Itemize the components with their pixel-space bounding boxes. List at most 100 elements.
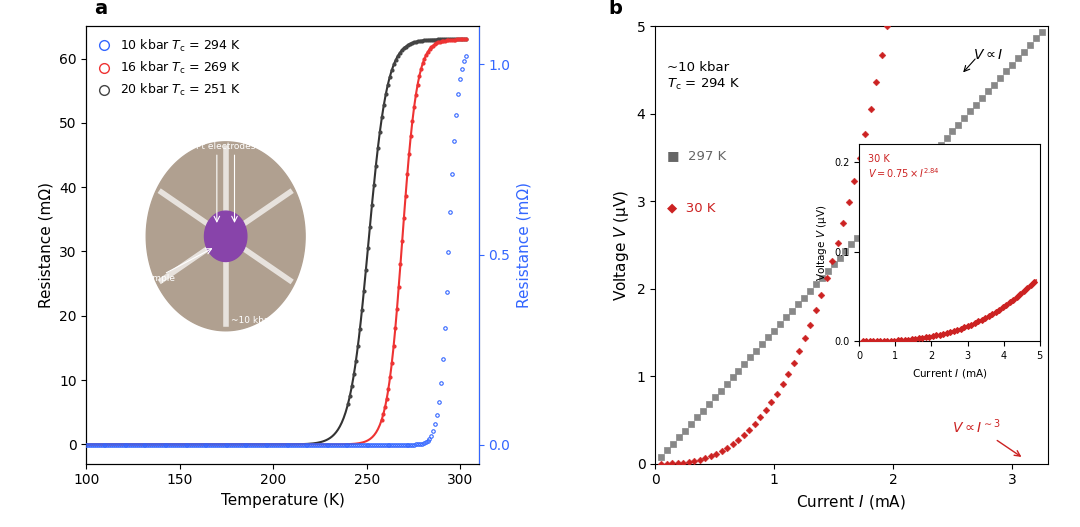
Point bbox=[409, 80, 427, 89]
Point bbox=[455, 35, 472, 43]
Point bbox=[401, 150, 418, 159]
Text: $V \propto I$: $V \propto I$ bbox=[973, 48, 1004, 62]
Point bbox=[712, 386, 729, 395]
Point bbox=[437, 35, 455, 44]
Point bbox=[663, 460, 680, 468]
Point bbox=[896, 180, 914, 189]
Point bbox=[410, 72, 428, 80]
Point bbox=[683, 419, 700, 428]
Point bbox=[795, 294, 812, 302]
Point bbox=[658, 460, 675, 468]
Point bbox=[365, 181, 382, 189]
Point bbox=[861, 220, 878, 229]
Point bbox=[435, 35, 453, 44]
Point bbox=[397, 191, 415, 200]
Point bbox=[375, 101, 392, 109]
Point bbox=[428, 39, 445, 47]
Point bbox=[395, 214, 413, 222]
Point bbox=[389, 304, 406, 313]
Point bbox=[427, 40, 444, 48]
Point bbox=[400, 41, 417, 50]
Point bbox=[436, 36, 454, 45]
Point bbox=[404, 116, 421, 125]
Point bbox=[433, 35, 450, 44]
Point bbox=[403, 39, 420, 47]
Point bbox=[849, 233, 866, 242]
Point bbox=[375, 410, 392, 418]
Point bbox=[835, 219, 852, 227]
Point bbox=[414, 59, 431, 67]
Point bbox=[443, 35, 460, 44]
Point bbox=[759, 333, 777, 341]
Point bbox=[652, 460, 670, 468]
Point bbox=[456, 35, 473, 44]
Point bbox=[686, 457, 703, 465]
Point bbox=[395, 44, 413, 53]
Point bbox=[390, 283, 407, 291]
Y-axis label: Resistance (mΩ): Resistance (mΩ) bbox=[516, 182, 531, 308]
Text: ■  297 K: ■ 297 K bbox=[667, 149, 726, 162]
Point bbox=[813, 274, 831, 282]
Point bbox=[735, 431, 753, 440]
Point bbox=[453, 35, 470, 43]
Point bbox=[762, 398, 780, 406]
Point bbox=[449, 35, 467, 43]
Point bbox=[707, 450, 725, 458]
Point bbox=[1003, 61, 1021, 69]
Point bbox=[374, 113, 391, 122]
Point bbox=[652, 453, 670, 461]
Point bbox=[343, 382, 361, 390]
Point bbox=[419, 47, 436, 56]
Point bbox=[422, 43, 440, 52]
Point bbox=[417, 36, 434, 44]
Point bbox=[419, 36, 436, 44]
Point bbox=[741, 426, 758, 434]
Point bbox=[680, 458, 698, 466]
Point bbox=[856, 130, 874, 138]
Point bbox=[1027, 34, 1044, 43]
Point bbox=[339, 400, 356, 408]
Point bbox=[435, 36, 453, 45]
Y-axis label: Voltage $V$ (μV): Voltage $V$ (μV) bbox=[612, 190, 631, 300]
Point bbox=[457, 35, 474, 44]
Point bbox=[379, 80, 396, 89]
Point bbox=[383, 66, 401, 74]
Point bbox=[447, 35, 464, 43]
Point bbox=[885, 193, 902, 202]
Point bbox=[416, 54, 433, 63]
Point bbox=[791, 347, 808, 355]
Point bbox=[409, 37, 427, 45]
Point bbox=[369, 144, 387, 152]
Point bbox=[407, 91, 424, 99]
Point bbox=[360, 244, 377, 252]
Point bbox=[341, 392, 359, 400]
Point bbox=[718, 380, 735, 388]
Point bbox=[878, 200, 895, 209]
Point bbox=[348, 357, 365, 365]
Point bbox=[778, 313, 795, 321]
Point bbox=[431, 37, 448, 46]
Point bbox=[752, 413, 769, 422]
Point bbox=[774, 380, 792, 388]
Point bbox=[932, 140, 949, 149]
Point bbox=[367, 161, 384, 170]
Point bbox=[1015, 47, 1032, 56]
Point bbox=[429, 35, 446, 44]
Point bbox=[387, 324, 404, 333]
Point bbox=[441, 35, 458, 44]
Point bbox=[448, 35, 465, 44]
Point bbox=[671, 433, 688, 442]
Point bbox=[346, 370, 363, 378]
Text: ~10 kbar
$T_{\mathrm{c}}$ = 294 K: ~10 kbar $T_{\mathrm{c}}$ = 294 K bbox=[667, 61, 740, 92]
Point bbox=[819, 267, 836, 275]
Point bbox=[433, 37, 450, 45]
Text: a: a bbox=[94, 0, 107, 17]
Point bbox=[724, 373, 741, 382]
Point bbox=[1021, 41, 1038, 49]
Point bbox=[450, 35, 468, 44]
Point bbox=[825, 260, 842, 269]
Point bbox=[381, 372, 399, 380]
Point bbox=[914, 160, 931, 169]
Point bbox=[418, 51, 435, 59]
Point bbox=[664, 440, 681, 448]
